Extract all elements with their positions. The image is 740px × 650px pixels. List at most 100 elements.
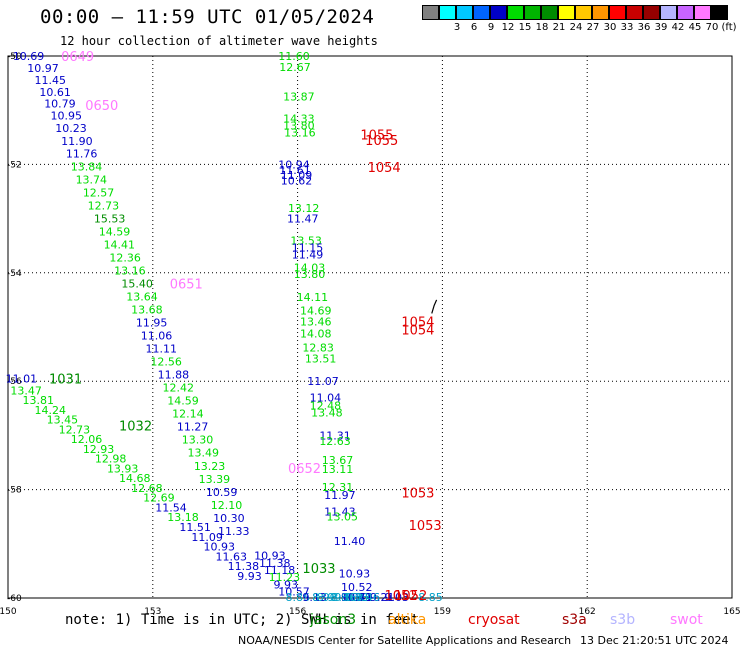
swh-value-label: 13.39: [199, 473, 231, 486]
swh-value-label: 11.38: [228, 560, 260, 573]
swh-value-label: 10.95: [50, 110, 82, 123]
swh-value-label: 11.09: [191, 531, 223, 544]
swh-value-label: 11.07: [307, 375, 339, 388]
legend-swatch: [541, 5, 558, 20]
pass-time-label: 1055: [365, 134, 398, 149]
legend-label: 3: [453, 22, 461, 33]
swh-value-label: 11.61: [279, 164, 311, 177]
pass-time-label: 1054: [401, 324, 434, 339]
swh-value-label: 13.47: [10, 384, 42, 397]
swh-value-label: 13.81: [22, 394, 54, 407]
swh-value-label: 12.31: [322, 481, 354, 494]
lat-tick-label: -56: [7, 377, 22, 387]
swh-value-label: 15.40: [121, 278, 153, 291]
swh-value-label: 10.69: [13, 50, 45, 63]
lon-tick-label: 162: [579, 607, 596, 617]
legend-label: 12: [501, 22, 515, 33]
legend-swatch: [490, 5, 507, 20]
swh-value-label: 10.59: [206, 486, 238, 499]
swh-value-label: 12.98: [95, 453, 127, 466]
swh-value-label: 11.06: [141, 330, 173, 343]
legend-swatch: [507, 5, 524, 20]
satellite-cryosat: cryosat: [468, 612, 520, 628]
pass-time-label: 1053: [409, 519, 442, 534]
legend-swatch: [626, 5, 643, 20]
swh-value-label: 9.13: [302, 591, 327, 604]
lat-tick-label: -50: [7, 52, 22, 62]
footer-note: note: 1) Time is in UTC; 2) SWH is in fe…: [65, 612, 420, 628]
swh-value-label: 11.40: [334, 535, 366, 548]
legend-label: 39: [654, 22, 668, 33]
page-subtitle: 12 hour collection of altimeter wave hei…: [60, 34, 378, 48]
swh-value-label: 9.03: [384, 591, 409, 604]
swh-value-label: 12.83: [302, 342, 334, 355]
legend-swatch: [575, 5, 592, 20]
swh-value-label: 10.93: [203, 541, 235, 554]
swh-value-label: 13.51: [305, 352, 337, 365]
swh-value-label: 13.74: [76, 174, 108, 187]
swh-value-label: 12.56: [150, 356, 182, 369]
lon-tick-label: 153: [144, 607, 161, 617]
swh-value-label: 9.04: [341, 591, 366, 604]
swh-value-label: 9.93: [273, 578, 298, 591]
satellite-swot: swot: [670, 612, 703, 628]
swh-value-label: 8.90: [312, 591, 337, 604]
swh-value-label: 12.57: [83, 187, 115, 200]
swh-value-label: 11.45: [35, 74, 66, 87]
swh-value-label: 11.38: [259, 557, 291, 570]
legend-label: 15: [518, 22, 532, 33]
legend-label: 42: [671, 22, 685, 33]
swh-value-label: 8.61: [341, 591, 366, 604]
pass-time-label: 1033: [302, 562, 335, 577]
lon-tick-label: 165: [723, 607, 740, 617]
legend-label: 9: [487, 22, 495, 33]
swh-value-label: 13.87: [283, 91, 315, 104]
legend-swatch: [558, 5, 575, 20]
swh-value-label: 12.42: [162, 382, 194, 395]
satellite-s3b: s3b: [610, 612, 636, 628]
swh-value-label: 14.41: [104, 239, 135, 252]
swh-value-label: 11.90: [61, 135, 93, 148]
swh-value-label: 8.46: [356, 591, 381, 604]
swh-value-label: 12.93: [83, 443, 115, 456]
pass-time-label: 0652: [288, 462, 321, 477]
legend-label: 21: [552, 22, 566, 33]
satellite-s3a: s3a: [562, 612, 587, 628]
satellite-jason3: jason3: [310, 612, 357, 628]
generated-timestamp: 13 Dec 21:20:51 UTC 2024: [580, 634, 729, 647]
coastline-macquarie-island: [431, 299, 438, 314]
swh-value-label: 13.18: [167, 511, 199, 524]
legend-label: 27: [586, 22, 600, 33]
swh-value-label: 11.63: [216, 550, 248, 563]
swh-value-label: 12.67: [279, 61, 311, 74]
legend-swatch: [643, 5, 660, 20]
swh-value-label: 13.23: [194, 460, 226, 473]
swh-value-label: 12.69: [143, 492, 175, 505]
swh-value-label: 14.68: [119, 472, 151, 485]
swh-value-label: 13.49: [188, 447, 220, 460]
swh-value-label: 11.47: [287, 213, 319, 226]
page-title: 00:00 – 11:59 UTC 01/05/2024: [40, 6, 375, 28]
pass-time-label: 0649: [61, 50, 94, 65]
swh-value-label: 11.60: [278, 50, 310, 63]
swh-value-label: 11.95: [136, 317, 168, 330]
pass-time-label: 1031: [49, 372, 82, 387]
legend-label: 45: [688, 22, 702, 33]
legend-label: 24: [569, 22, 583, 33]
swh-value-label: 11.49: [292, 248, 324, 261]
swh-value-label: 13.30: [182, 434, 214, 447]
legend-swatch: [473, 5, 490, 20]
legend-label: 30: [603, 22, 617, 33]
swh-value-label: 8.99: [317, 591, 342, 604]
lon-tick-label: 156: [289, 607, 306, 617]
swh-value-label: 14.03: [294, 261, 326, 274]
swh-value-label: 9.21: [370, 591, 395, 604]
swh-value-label: 10.94: [278, 158, 310, 171]
legend-swatch: [524, 5, 541, 20]
swh-value-label: 13.12: [288, 202, 320, 215]
swh-value-label: 11.31: [319, 429, 351, 442]
swh-value-label: 12.48: [310, 400, 342, 413]
swh-value-label: 11.09: [281, 169, 313, 182]
swh-value-label: 14.59: [167, 395, 199, 408]
swh-value-label: 8.36: [331, 591, 356, 604]
